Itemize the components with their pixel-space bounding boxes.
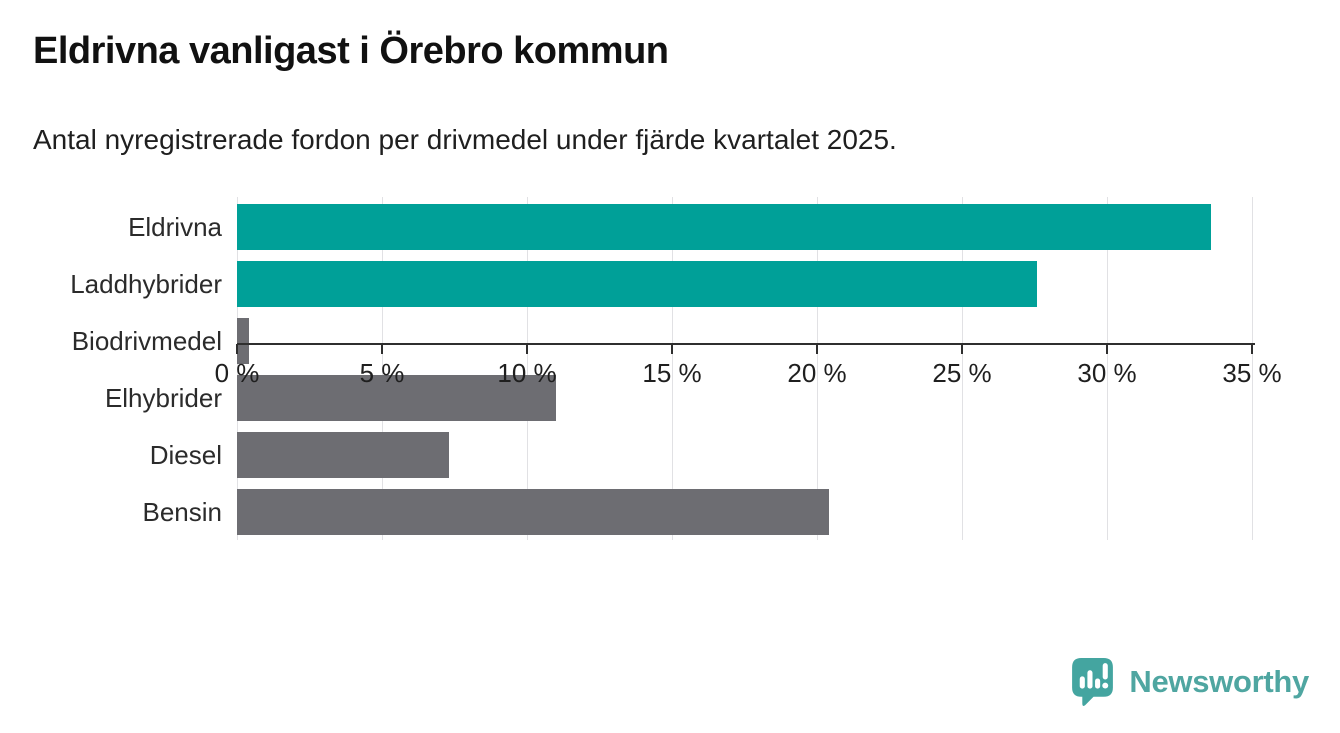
x-axis-tick-label: 0 % (214, 358, 260, 388)
x-axis-tick-label: 35 % (1222, 358, 1282, 388)
bar-biodrivmedel (237, 318, 249, 364)
plot-area (237, 197, 1253, 540)
x-axis-tick (380, 344, 383, 354)
x-axis-line (237, 343, 1255, 345)
gridline (527, 197, 528, 540)
x-axis-tick (961, 344, 963, 354)
bar-eldrivna (237, 204, 1212, 250)
newsworthy-logo: Newsworthy (1069, 656, 1309, 707)
newsworthy-chart-bubble-icon (1072, 658, 1114, 706)
category-label: Biodrivmedel (71, 326, 222, 356)
category-label: Eldrivna (128, 212, 222, 242)
x-axis-tick-label: 5 % (359, 358, 405, 388)
x-axis-tick (815, 344, 818, 354)
chart-subtitle: Antal nyregistrerade fordon per drivmede… (33, 124, 897, 155)
x-axis-tick-label: 20 % (787, 358, 847, 388)
x-axis-tick (236, 344, 238, 354)
x-axis: 0 % 5 % 10 % 15 % 20 % 25 % 30 % 35 % (215, 343, 1282, 403)
x-axis-tick-label: 25 % (932, 358, 992, 388)
gridline (672, 197, 673, 540)
category-label: Diesel (149, 440, 222, 470)
bar-elhybrider (237, 375, 556, 421)
bar-laddhybrider (237, 261, 1038, 307)
x-axis-tick (1251, 344, 1253, 354)
x-axis-tick (525, 344, 528, 354)
y-axis-labels: Eldrivna Laddhybrider Biodrivmedel Elhybrid… (0, 197, 222, 540)
x-axis-tick (1106, 344, 1108, 354)
chart-title: Eldrivna vanligast i Örebro kommun (33, 30, 669, 72)
x-axis-tick-label: 15 % (642, 358, 702, 388)
category-label: Laddhybrider (70, 269, 222, 299)
x-axis-tick-label: 10 % (497, 358, 557, 388)
x-axis-tick-label: 30 % (1077, 358, 1137, 388)
category-label: Elhybrider (104, 383, 222, 413)
gridline (962, 197, 963, 540)
x-axis-tick (671, 344, 673, 354)
gridline (237, 197, 238, 540)
gridline (1107, 197, 1108, 540)
newsworthy-wordmark: Newsworthy (1129, 663, 1309, 699)
bar-bensin (237, 489, 829, 535)
bar-diesel (237, 432, 449, 478)
gridline (1252, 197, 1253, 540)
gridline (817, 197, 818, 540)
category-label: Bensin (142, 497, 223, 527)
gridline (382, 197, 383, 540)
bar-chart: Eldrivna Laddhybrider Biodrivmedel Elhybrid… (0, 197, 1340, 540)
